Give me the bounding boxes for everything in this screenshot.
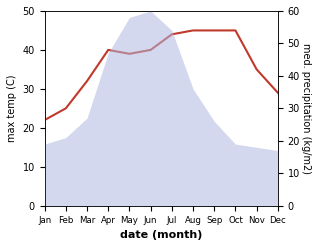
Y-axis label: max temp (C): max temp (C)	[7, 75, 17, 142]
Y-axis label: med. precipitation (kg/m2): med. precipitation (kg/m2)	[301, 43, 311, 174]
X-axis label: date (month): date (month)	[120, 230, 203, 240]
